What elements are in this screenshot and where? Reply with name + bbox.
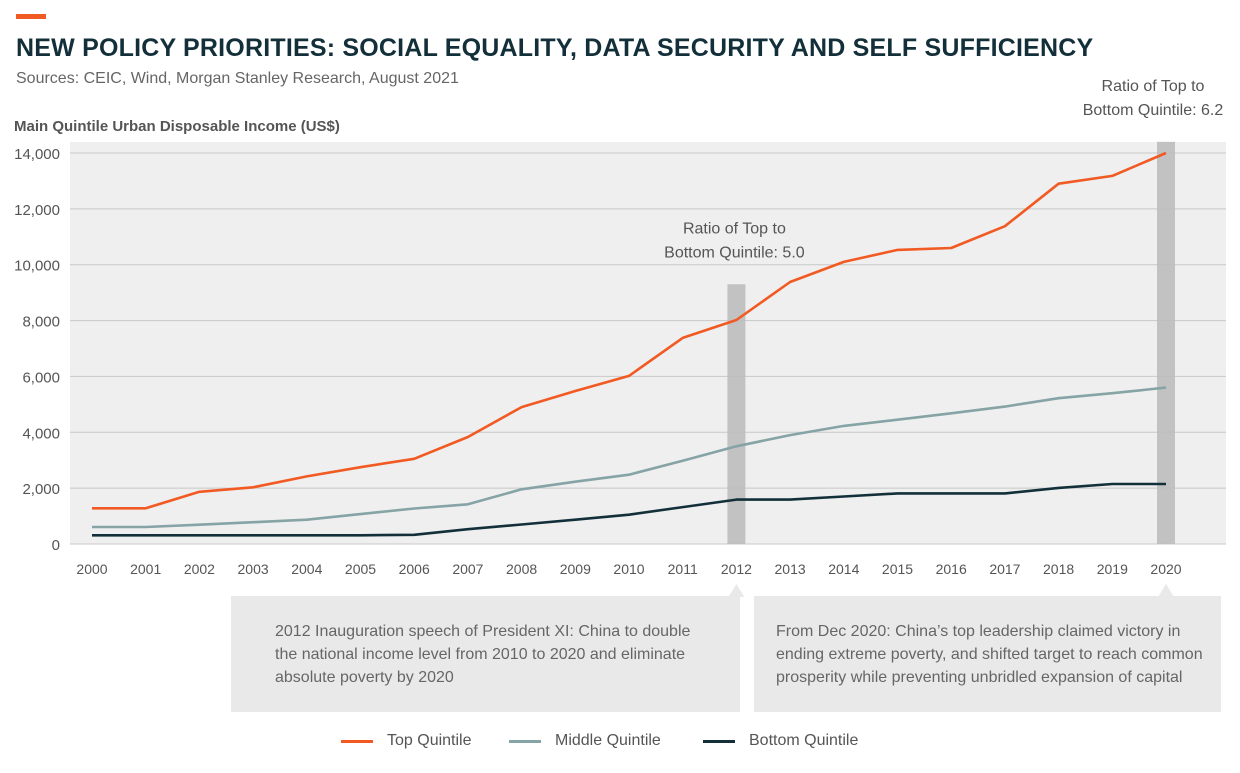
- y-tick-label-0: 0: [52, 537, 60, 554]
- page-subtitle: Sources: CEIC, Wind, Morgan Stanley Rese…: [16, 70, 459, 87]
- callout-2012-pointer: [728, 584, 745, 597]
- callout-2012: 2012 Inauguration speech of President XI…: [231, 596, 740, 712]
- x-tick-label-2002: 2002: [184, 561, 215, 577]
- y-tick-label-10000: 10,000: [14, 258, 60, 275]
- x-tick-label-2010: 2010: [613, 561, 644, 577]
- legend-swatch-bottom: [703, 739, 735, 743]
- marker-bar-2012: [727, 284, 746, 544]
- x-tick-label-2019: 2019: [1097, 561, 1128, 577]
- series-line-bottom: [92, 482, 1166, 537]
- x-tick-label-2008: 2008: [506, 561, 537, 577]
- callout-2020-line-3: prosperity while preventing unbridled ex…: [776, 669, 1183, 686]
- callout-2020: From Dec 2020: China’s top leadership cl…: [754, 596, 1221, 712]
- x-tick-label-2007: 2007: [452, 561, 483, 577]
- series-line-top: [92, 151, 1167, 510]
- y-tick-label-12000: 12,000: [14, 202, 60, 219]
- callout-2012-line-2: the national income level from 2010 to 2…: [275, 646, 686, 663]
- marker-bar-2020: [1157, 141, 1175, 545]
- callout-2020-line-1: From Dec 2020: China’s top leadership cl…: [776, 623, 1181, 640]
- callout-2020-pointer: [1158, 584, 1174, 597]
- x-tick-label-2009: 2009: [560, 561, 591, 577]
- x-tick-label-2000: 2000: [76, 561, 107, 577]
- x-tick-label-2012: 2012: [721, 561, 752, 577]
- legend-label-bottom: Bottom Quintile: [749, 732, 859, 749]
- chart-legend: Top Quintile Middle Quintile Bottom Quin…: [0, 732, 1240, 754]
- annotation-2020-line-2: Bottom Quintile: 6.2: [1083, 102, 1224, 119]
- callout-2020-line-2: ending extreme poverty, and shifted targ…: [776, 646, 1203, 663]
- y-tick-label-4000: 4,000: [22, 425, 60, 442]
- x-tick-label-2014: 2014: [828, 561, 859, 577]
- legend-label-middle: Middle Quintile: [555, 732, 661, 749]
- legend-label-top: Top Quintile: [387, 732, 472, 749]
- y-tick-label-8000: 8,000: [22, 314, 60, 331]
- x-tick-label-2005: 2005: [345, 561, 376, 577]
- y-axis-title: Main Quintile Urban Disposable Income (U…: [14, 118, 340, 135]
- x-tick-label-2017: 2017: [989, 561, 1020, 577]
- legend-swatch-top: [341, 739, 373, 743]
- annotation-2012-line-2: Bottom Quintile: 5.0: [664, 244, 805, 261]
- x-tick-label-2011: 2011: [668, 561, 698, 577]
- callout-2012-line-3: absolute poverty by 2020: [275, 669, 454, 686]
- x-tick-label-2004: 2004: [291, 561, 322, 577]
- x-tick-label-2003: 2003: [238, 561, 269, 577]
- y-tick-label-14000: 14,000: [14, 146, 60, 163]
- annotation-2012-line-1: Ratio of Top to: [683, 220, 786, 237]
- series-line-middle: [92, 386, 1167, 529]
- x-tick-label-2015: 2015: [882, 561, 913, 577]
- y-tick-label-2000: 2,000: [22, 481, 60, 498]
- page-title: NEW POLICY PRIORITIES: SOCIAL EQUALITY, …: [16, 34, 1094, 62]
- callout-2012-line-1: 2012 Inauguration speech of President XI…: [275, 623, 691, 640]
- x-tick-label-2016: 2016: [936, 561, 967, 577]
- x-tick-label-2006: 2006: [399, 561, 430, 577]
- legend-item-top: Top Quintile: [341, 732, 472, 750]
- y-tick-label-6000: 6,000: [22, 369, 60, 386]
- accent-bar: [16, 14, 46, 19]
- x-tick-label-2020: 2020: [1150, 561, 1181, 577]
- legend-swatch-middle: [509, 739, 541, 743]
- x-tick-label-2018: 2018: [1043, 561, 1074, 577]
- annotation-2020-line-1: Ratio of Top to: [1102, 78, 1205, 95]
- x-tick-label-2013: 2013: [775, 561, 806, 577]
- x-tick-label-2001: 2001: [130, 561, 161, 577]
- legend-item-middle: Middle Quintile: [509, 732, 661, 750]
- plot-area: [70, 142, 1226, 544]
- legend-item-bottom: Bottom Quintile: [703, 732, 858, 750]
